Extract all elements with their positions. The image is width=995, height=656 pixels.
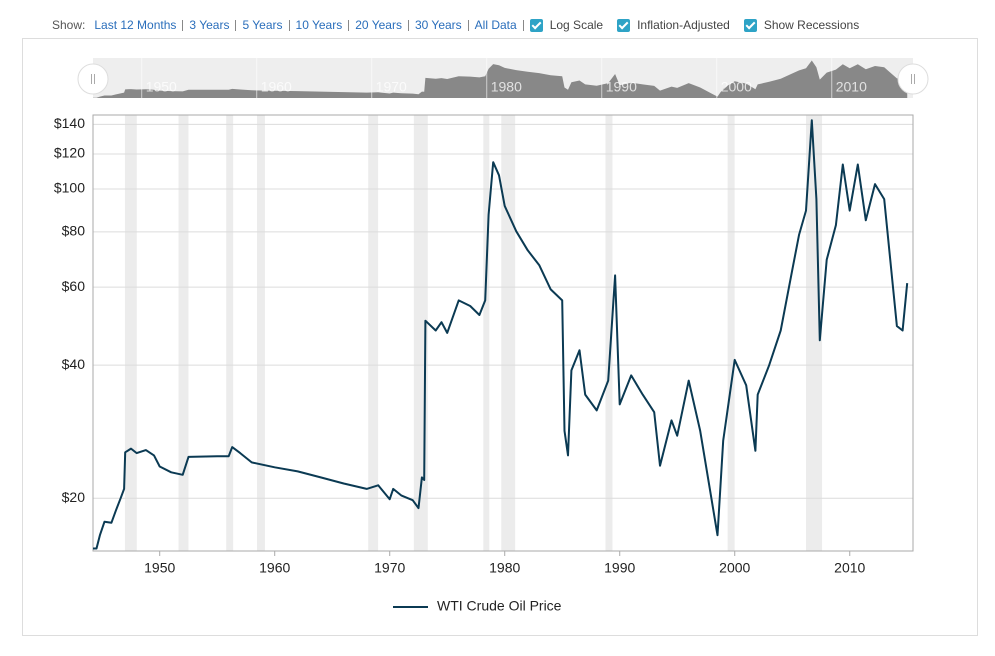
- recession-band: [257, 115, 265, 551]
- show-label: Show:: [52, 18, 86, 32]
- navigator-tick-label: 2010: [836, 79, 867, 95]
- checkbox[interactable]: [529, 18, 543, 32]
- legend-label: WTI Crude Oil Price: [437, 598, 562, 614]
- y-tick-label: $140: [54, 115, 85, 131]
- checkbox-label: Show Recessions: [763, 18, 860, 32]
- checkbox-option[interactable]: Inflation-Adjusted: [617, 18, 730, 32]
- checkbox[interactable]: [617, 18, 631, 32]
- recession-band: [501, 115, 516, 551]
- x-tick-label: 1960: [259, 560, 290, 576]
- navigator-handle[interactable]: [897, 63, 929, 95]
- controls: Show: Last 12 Months 3 Years 5 Years 10 Yea…: [52, 16, 873, 34]
- y-tick-label: $80: [62, 223, 86, 239]
- y-tick-label: $120: [54, 145, 85, 161]
- y-tick-label: $100: [54, 180, 85, 196]
- navigator-tick-label: 1950: [146, 79, 177, 95]
- recession-band: [178, 115, 189, 551]
- navigator-tick-label: 1960: [261, 79, 292, 95]
- recession-band: [806, 115, 823, 551]
- x-tick-label: 1950: [144, 560, 175, 576]
- navigator-area: [93, 60, 908, 98]
- handle-circle[interactable]: [77, 63, 109, 95]
- range-link[interactable]: 3 Years: [189, 19, 237, 31]
- navigator-handle[interactable]: [77, 63, 109, 95]
- recession-band: [368, 115, 379, 551]
- checkbox-option[interactable]: Show Recessions: [743, 18, 860, 32]
- range-link[interactable]: 20 Years: [355, 19, 409, 31]
- recession-band: [605, 115, 613, 551]
- checkbox-label: Log Scale: [549, 18, 604, 32]
- recession-band: [124, 115, 137, 551]
- y-tick-label: $60: [62, 278, 86, 294]
- checkbox-option[interactable]: Log Scale: [529, 18, 604, 32]
- handle-circle[interactable]: [897, 63, 929, 95]
- y-tick-label: $20: [62, 489, 86, 505]
- recession-band: [727, 115, 735, 551]
- navigator-tick-label: 1970: [376, 79, 407, 95]
- chart-frame: [22, 38, 978, 636]
- range-link[interactable]: All Data: [475, 19, 524, 31]
- data-line: [93, 119, 909, 550]
- navigator-tick-label: 1990: [606, 79, 637, 95]
- x-tick-label: 2010: [834, 560, 865, 576]
- y-tick-label: $40: [62, 356, 86, 372]
- checkbox[interactable]: [743, 18, 757, 32]
- range-link[interactable]: 30 Years: [415, 19, 469, 31]
- x-tick-label: 1990: [604, 560, 635, 576]
- range-link[interactable]: Last 12 Months: [94, 19, 184, 31]
- range-link[interactable]: 10 Years: [296, 19, 350, 31]
- plot-border: [92, 114, 914, 552]
- navigator-tick-label: 1980: [491, 79, 522, 95]
- checkbox-label: Inflation-Adjusted: [637, 18, 730, 32]
- recession-band: [483, 115, 490, 551]
- x-tick-label: 1970: [374, 560, 405, 576]
- range-link[interactable]: 5 Years: [242, 19, 290, 31]
- navigator-tick-label: 2000: [721, 79, 752, 95]
- x-tick-label: 1980: [489, 560, 520, 576]
- x-tick-label: 2000: [719, 560, 750, 576]
- recession-band: [226, 115, 234, 551]
